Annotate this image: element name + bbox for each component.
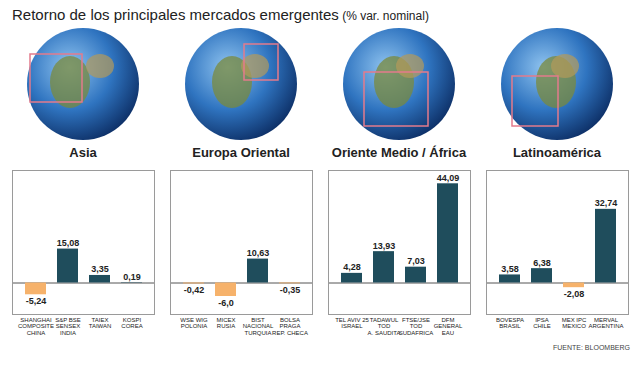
svg-text:BOVESPABRASIL: BOVESPABRASIL bbox=[496, 317, 524, 329]
svg-text:FTSE/JSETODSUDAFRICA: FTSE/JSETODSUDAFRICA bbox=[399, 317, 434, 336]
svg-text:13,93: 13,93 bbox=[373, 241, 396, 251]
svg-text:6,38: 6,38 bbox=[533, 258, 551, 268]
svg-text:44,09: 44,09 bbox=[437, 173, 460, 183]
svg-text:SHANGHAICOMPOSITECHINA: SHANGHAICOMPOSITECHINA bbox=[18, 317, 54, 336]
html-text:FUENTE: BLOOMBERG: FUENTE: BLOOMBERG bbox=[553, 344, 630, 351]
svg-text:0,19: 0,19 bbox=[123, 272, 141, 282]
svg-text:3,58: 3,58 bbox=[501, 264, 519, 274]
svg-text:MEX IPCMEXICO: MEX IPCMEXICO bbox=[562, 317, 587, 329]
html-text:Oriente Medio / África: Oriente Medio / África bbox=[331, 145, 467, 160]
svg-text:-0,35: -0,35 bbox=[280, 285, 301, 295]
svg-text:32,74: 32,74 bbox=[595, 198, 618, 208]
svg-text:-2,08: -2,08 bbox=[564, 289, 585, 299]
svg-text:-6,0: -6,0 bbox=[218, 298, 234, 308]
svg-text:DFMGENERALEAU: DFMGENERALEAU bbox=[434, 317, 463, 336]
svg-text:IPSACHILE: IPSACHILE bbox=[533, 317, 551, 329]
svg-text:7,03: 7,03 bbox=[407, 256, 425, 266]
html-text:Retorno de los principales mer: Retorno de los principales mercados emer… bbox=[12, 6, 429, 23]
svg-text:-0,42: -0,42 bbox=[184, 285, 205, 295]
svg-text:TAIEXTAIWAN: TAIEXTAIWAN bbox=[89, 317, 112, 329]
svg-text:TEL AVIV 25ISRAEL: TEL AVIV 25ISRAEL bbox=[335, 317, 369, 329]
svg-text:S&P BSESENSEXINDIA: S&P BSESENSEXINDIA bbox=[55, 317, 81, 336]
svg-text:TADAWULTODA. SAUDITA: TADAWULTODA. SAUDITA bbox=[368, 317, 401, 336]
html-text:Europa Oriental: Europa Oriental bbox=[192, 145, 290, 160]
svg-text:MICEXRUSIA: MICEXRUSIA bbox=[216, 317, 235, 329]
svg-text:MERVALARGENTINA: MERVALARGENTINA bbox=[588, 317, 623, 329]
svg-text:4,28: 4,28 bbox=[343, 262, 361, 272]
svg-text:WSE WIGPOLONIA: WSE WIGPOLONIA bbox=[180, 317, 208, 329]
svg-text:10,63: 10,63 bbox=[247, 248, 270, 258]
html-text:Latinoamérica: Latinoamérica bbox=[512, 145, 602, 160]
html-text:Asia: Asia bbox=[69, 145, 97, 160]
svg-text:-5,24: -5,24 bbox=[26, 296, 47, 306]
svg-text:15,08: 15,08 bbox=[57, 238, 80, 248]
svg-text:3,35: 3,35 bbox=[91, 264, 109, 274]
svg-text:BISTNACIONALTURQUIA: BISTNACIONALTURQUIA bbox=[243, 317, 274, 336]
svg-text:KOSPICOREA: KOSPICOREA bbox=[121, 317, 142, 329]
svg-text:BOLSAPRAGAREP. CHECA: BOLSAPRAGAREP. CHECA bbox=[272, 317, 308, 336]
